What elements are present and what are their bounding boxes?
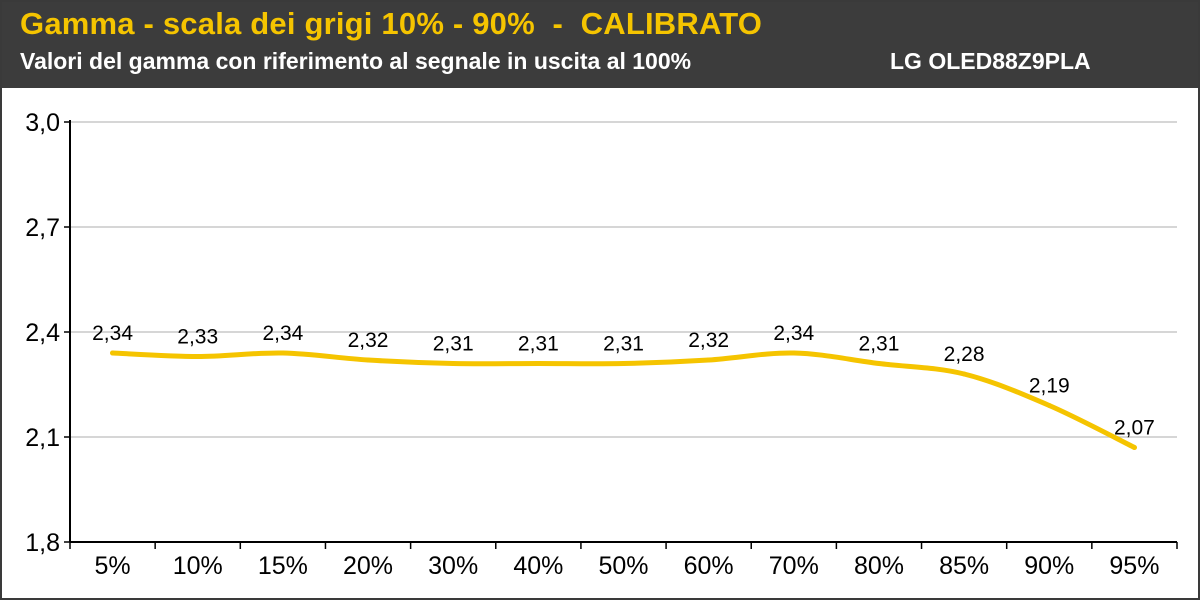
x-tick-label: 85% [939,552,989,580]
x-tick-label: 40% [513,552,563,580]
x-tick-label: 70% [769,552,819,580]
data-point [535,361,541,366]
data-point [1046,403,1052,408]
x-tick-label: 30% [428,552,478,580]
data-point [365,357,371,363]
data-point [791,350,797,356]
x-tick-label: 80% [854,552,904,580]
data-point [876,361,882,366]
data-label: 2,32 [348,329,389,352]
data-label: 2,31 [518,333,559,356]
data-point [621,361,626,366]
data-label: 2,34 [92,322,133,345]
data-label: 2,33 [177,326,218,349]
gamma-series-line [110,350,1137,450]
chart-subtitle: Valori del gamma con riferimento al segn… [20,48,692,74]
data-label: 2,34 [262,322,303,345]
data-point [195,354,201,359]
data-label: 2,07 [1114,417,1155,440]
x-tick-label: 5% [95,552,131,580]
data-point [961,371,967,377]
x-tick-label: 95% [1109,552,1159,580]
data-label: 2,31 [433,333,474,356]
chart-header: Gamma - scala dei grigi 10% - 90% - CALI… [2,2,1198,88]
data-point [450,361,456,366]
data-point [110,350,116,356]
data-label: 2,19 [1029,375,1070,398]
x-tick-label: 10% [173,552,223,580]
data-label: 2,31 [859,333,900,356]
y-tick-label: 2,4 [25,319,60,347]
x-tick-label: 20% [343,552,393,580]
data-point [280,350,286,356]
y-tick-label: 1,8 [25,529,60,557]
y-tick-label: 3,0 [25,109,60,137]
data-label: 2,34 [773,322,814,345]
x-tick-label: 90% [1024,552,1074,580]
data-label: 2,32 [688,329,729,352]
y-tick-label: 2,1 [25,424,60,452]
x-tick-label: 60% [684,552,734,580]
x-tick-label: 15% [258,552,308,580]
data-point [1131,445,1137,450]
data-label: 2,28 [944,343,985,366]
tv-model-label: LG OLED88Z9PLA [890,48,1091,74]
data-label: 2,31 [603,333,644,356]
y-tick-label: 2,7 [25,214,60,242]
x-tick-label: 50% [598,552,648,580]
data-point [706,357,712,363]
chart-title: Gamma - scala dei grigi 10% - 90% - CALI… [20,6,763,41]
